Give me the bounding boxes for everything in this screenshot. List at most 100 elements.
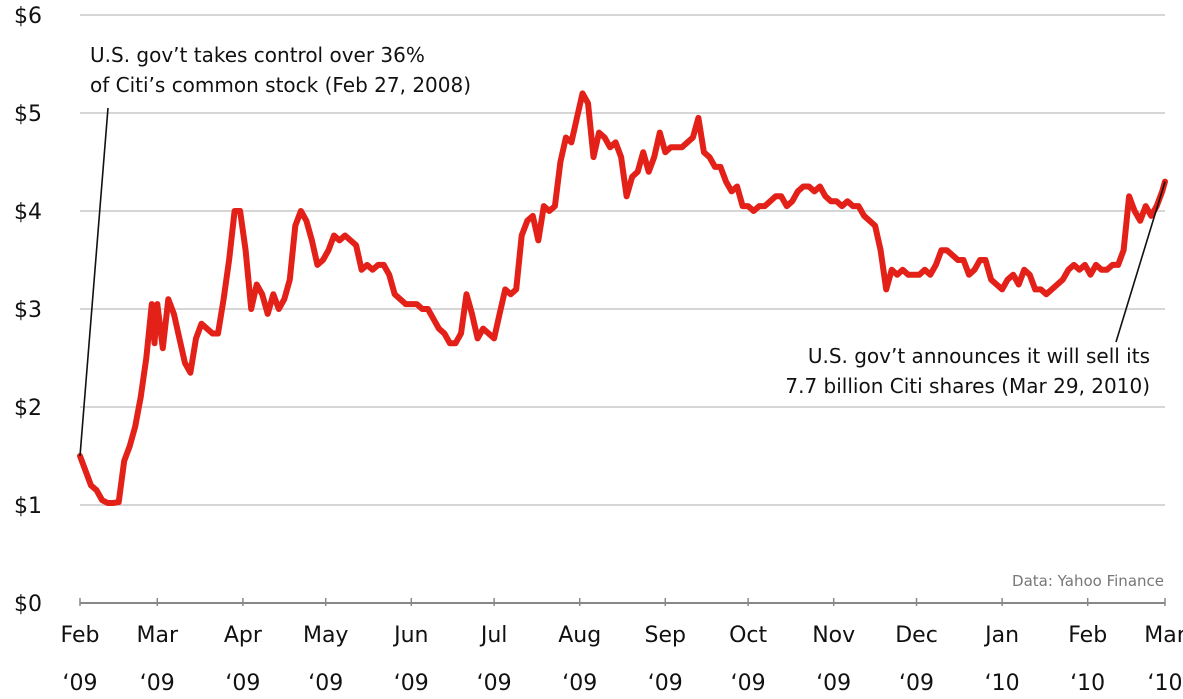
price-point <box>674 145 678 149</box>
price-point <box>669 145 673 149</box>
price-point <box>614 140 618 144</box>
x-tick-month: Mar <box>137 623 179 648</box>
price-point <box>409 302 413 306</box>
price-point <box>155 302 159 306</box>
price-point <box>1116 263 1120 267</box>
price-point <box>509 292 513 296</box>
x-tick-month: Mar <box>1144 623 1183 648</box>
price-point <box>823 194 827 198</box>
price-point <box>382 263 386 267</box>
x-tick-month: Feb <box>1068 623 1107 648</box>
annotation-leader-line <box>79 107 109 457</box>
price-point <box>1033 287 1037 291</box>
price-point <box>939 248 943 252</box>
x-tick-year: ‘09 <box>140 671 175 696</box>
price-point <box>188 371 192 375</box>
price-point <box>249 307 253 311</box>
price-point <box>166 297 170 301</box>
price-point <box>862 214 866 218</box>
price-point <box>1122 248 1126 252</box>
price-point <box>719 165 722 169</box>
price-point <box>945 248 949 252</box>
y-tick-label: $1 <box>14 494 42 519</box>
price-point <box>244 248 248 252</box>
price-point <box>299 209 303 213</box>
price-point <box>454 341 457 345</box>
price-point <box>227 258 231 262</box>
x-tick-year: ‘09 <box>63 671 98 696</box>
price-point <box>481 327 485 331</box>
price-point <box>1127 194 1131 198</box>
price-point <box>448 341 452 345</box>
price-point <box>779 194 783 198</box>
price-point <box>917 273 921 277</box>
price-point <box>128 444 132 448</box>
x-tick-month: Sep <box>645 623 686 648</box>
x-tick-year: ‘09 <box>477 671 512 696</box>
price-point <box>1149 214 1153 218</box>
price-point <box>569 140 573 144</box>
price-point <box>835 199 838 203</box>
x-tick-month: Nov <box>812 623 855 648</box>
price-point <box>647 170 651 174</box>
price-point <box>608 145 612 149</box>
price-point <box>1006 278 1010 282</box>
price-point <box>133 425 137 429</box>
price-point <box>194 336 198 340</box>
price-point <box>1028 273 1032 277</box>
x-tick-year: ‘09 <box>816 671 851 696</box>
price-point <box>420 307 424 311</box>
price-point <box>426 307 430 311</box>
price-point <box>183 361 187 365</box>
price-point <box>575 116 579 120</box>
price-point <box>713 165 717 169</box>
price-point <box>989 278 993 282</box>
y-tick-label: $6 <box>14 4 42 29</box>
price-point <box>498 312 502 316</box>
price-point <box>343 234 347 237</box>
price-point <box>1050 287 1054 291</box>
price-point <box>1144 204 1148 208</box>
price-point <box>978 258 982 262</box>
price-point <box>321 258 325 262</box>
price-point <box>89 483 93 487</box>
price-point <box>200 322 203 326</box>
price-point <box>1039 287 1043 291</box>
price-point <box>553 204 557 208</box>
gridlines <box>80 14 1165 506</box>
x-tick-month: May <box>303 623 348 648</box>
x-tick-year: ‘10 <box>1070 671 1105 696</box>
price-point <box>1138 219 1142 223</box>
price-point <box>630 175 634 179</box>
price-point <box>636 170 640 174</box>
annotation-text: 7.7 billion Citi shares (Mar 29, 2010) <box>785 374 1150 398</box>
price-point <box>404 302 408 306</box>
price-point <box>1055 283 1059 286</box>
x-tick-year: ‘09 <box>394 671 429 696</box>
price-point <box>691 136 695 139</box>
price-point <box>901 268 905 272</box>
price-point <box>525 219 529 223</box>
price-point <box>205 327 209 331</box>
price-point <box>625 194 629 198</box>
price-point <box>288 278 292 282</box>
price-point <box>708 155 711 159</box>
x-tick-month: Apr <box>224 623 263 648</box>
price-point <box>282 297 286 301</box>
price-point <box>470 312 474 316</box>
price-point <box>906 273 910 277</box>
price-point <box>387 273 391 277</box>
price-point <box>840 204 844 208</box>
price-point <box>846 199 849 203</box>
price-point <box>967 273 971 277</box>
price-point <box>895 273 899 277</box>
price-point <box>995 283 999 286</box>
x-tick-year: ‘09 <box>225 671 260 696</box>
price-point <box>277 307 281 311</box>
price-point <box>122 459 126 463</box>
price-point <box>514 287 518 291</box>
price-point <box>95 488 99 492</box>
price-point <box>807 185 811 188</box>
price-point <box>100 498 104 502</box>
